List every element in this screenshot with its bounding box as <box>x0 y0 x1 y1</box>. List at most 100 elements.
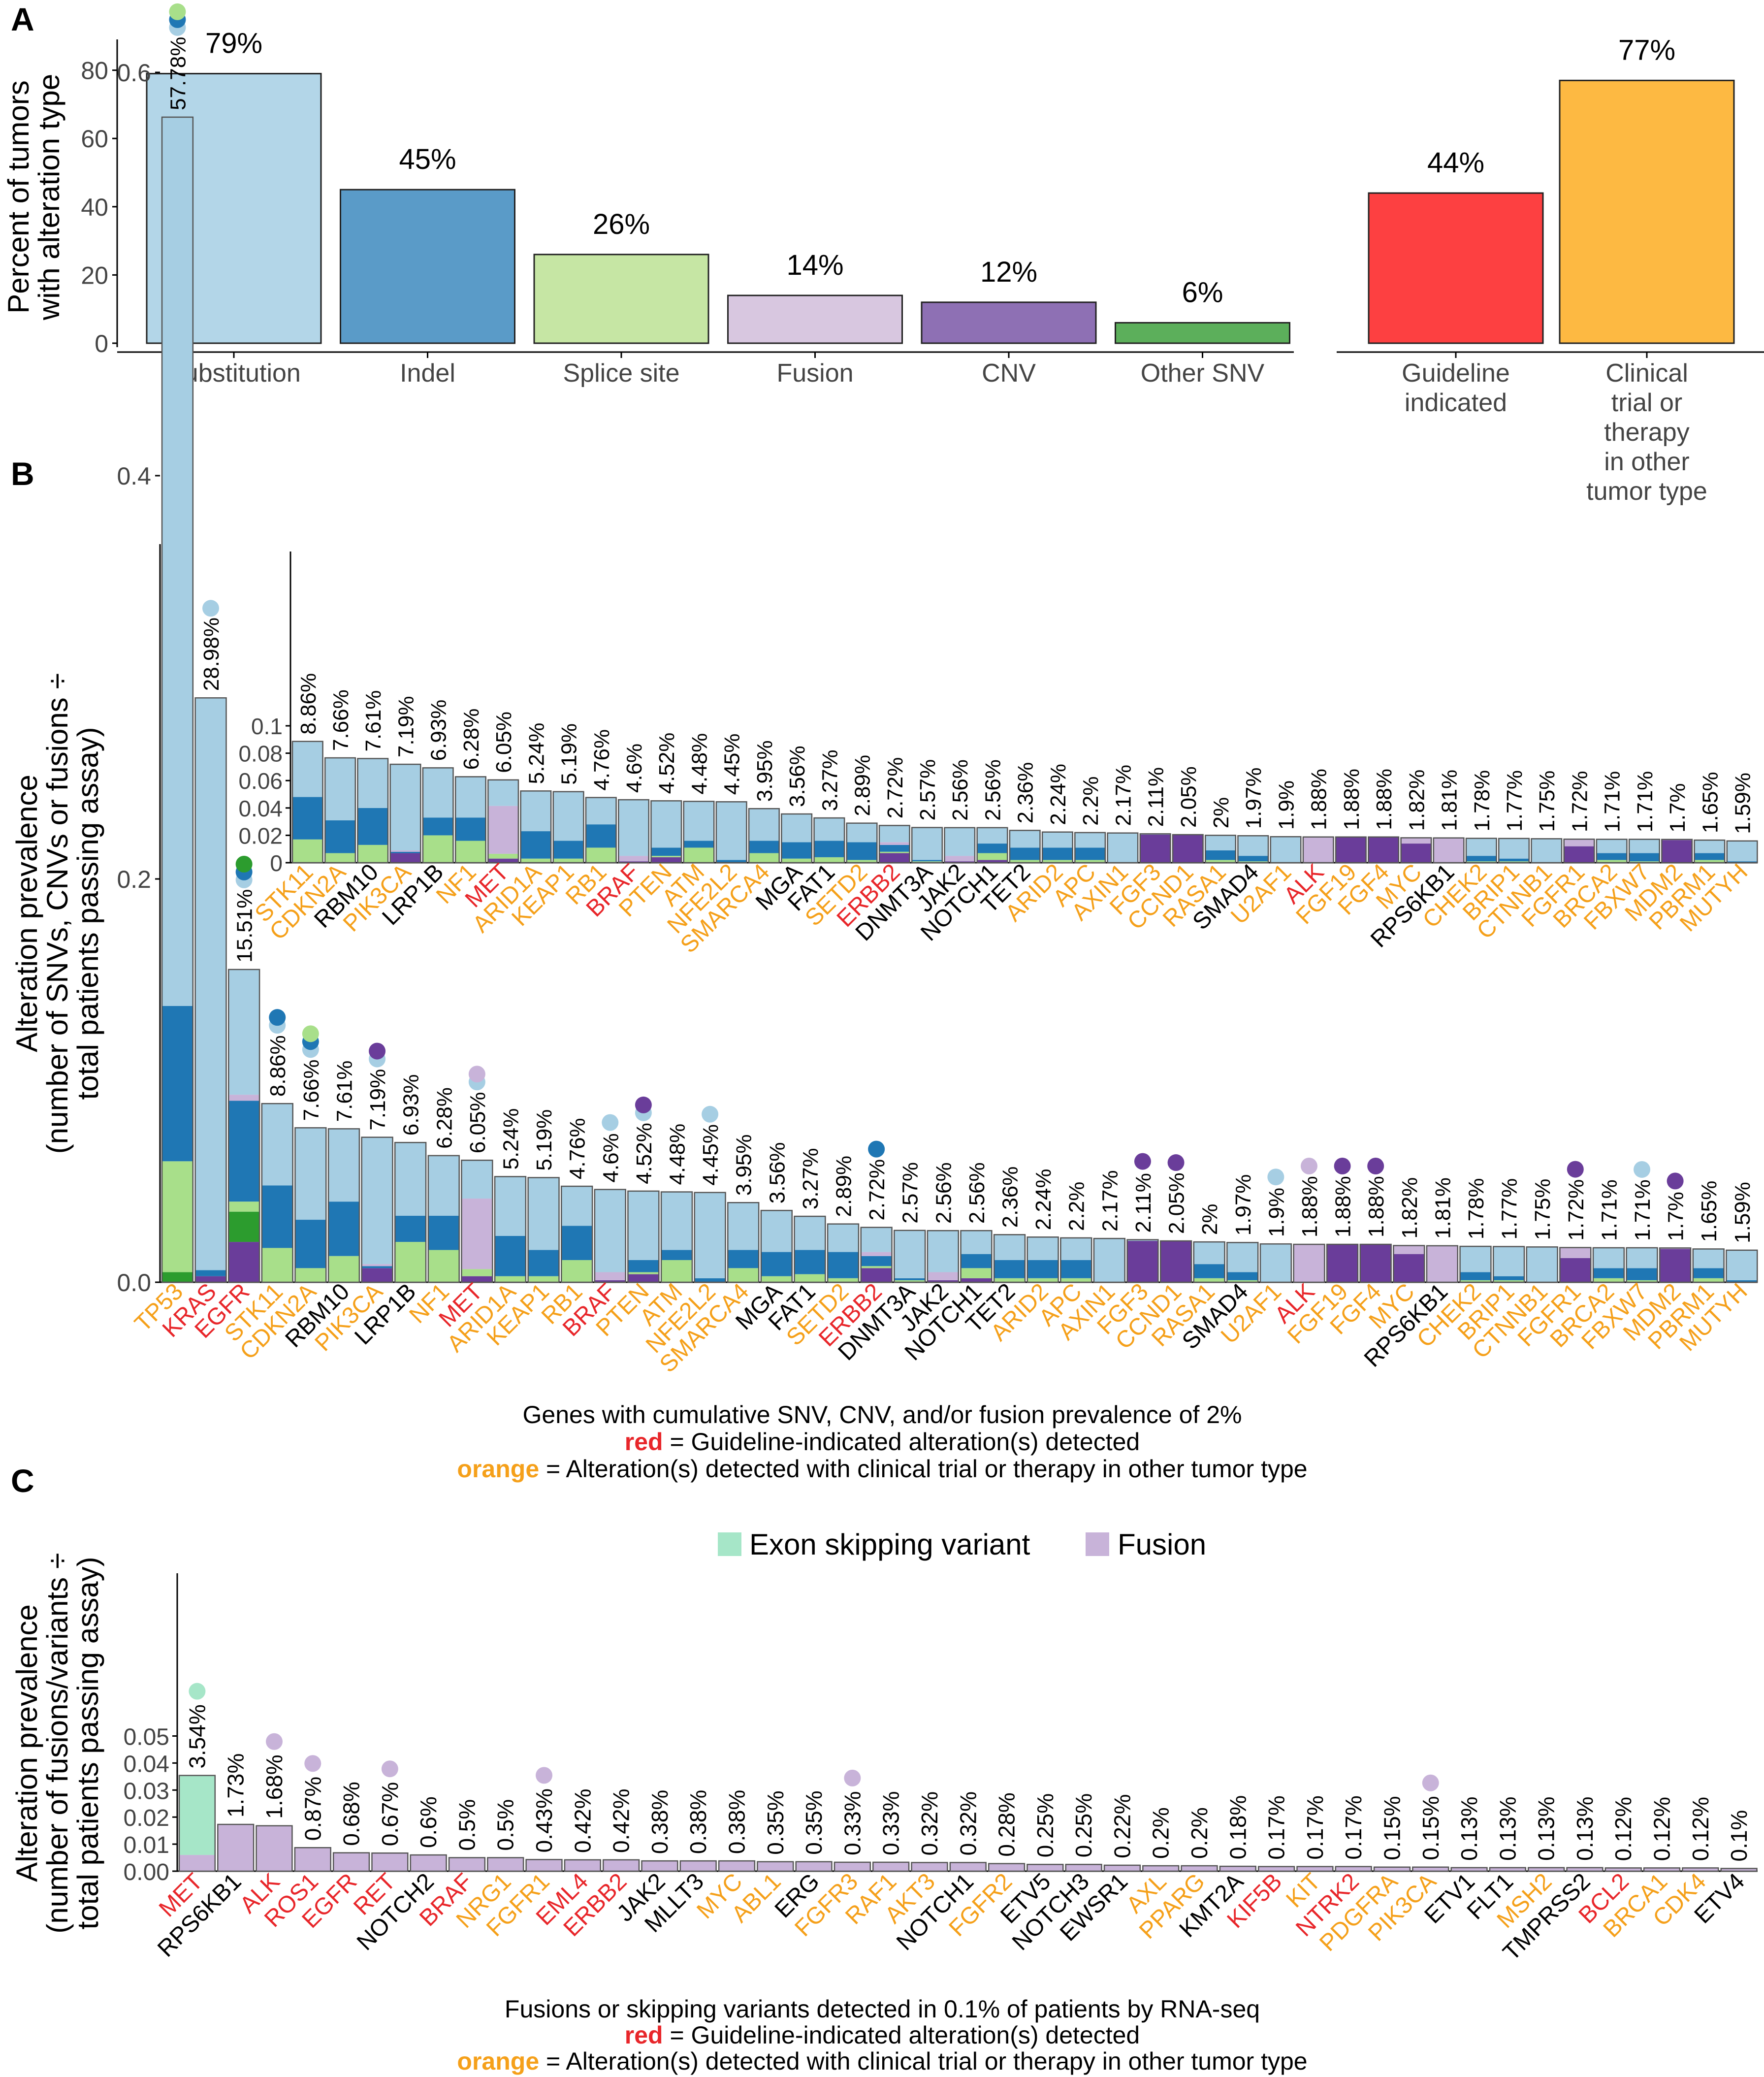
inset-data-label: 4.76% <box>590 729 614 791</box>
inset-bar-arid1a-splice <box>520 858 551 863</box>
data-label: 1.78% <box>1464 1178 1488 1239</box>
inset-data-label: 4.45% <box>720 734 744 795</box>
inset-data-label: 7.66% <box>329 689 353 751</box>
data-label: 0.67% <box>377 1782 403 1846</box>
inset-bar-braf-outline <box>617 799 650 864</box>
inset-data-label: 2.17% <box>1111 765 1135 826</box>
inset-bar-fat1-indel <box>814 841 845 857</box>
bar-fgfr3-outline <box>834 1861 871 1872</box>
inset-bar-erbb2-cnv <box>879 853 910 863</box>
inset-bar-smarca4-outline <box>748 808 780 864</box>
bar-pik3ca-substitution <box>361 1137 393 1265</box>
data-label: 0.15% <box>1418 1796 1443 1860</box>
inset-bar-myc-cnv <box>1401 844 1432 863</box>
bar-nf1-substitution <box>428 1155 459 1216</box>
bar-cnv <box>921 301 1097 344</box>
bar-guideline-indicated <box>1368 192 1544 344</box>
bar-u2af1-outline <box>1259 1243 1292 1283</box>
bar-alk-outline <box>256 1825 293 1872</box>
data-label: 2.72% <box>865 1159 889 1221</box>
data-label: 0.18% <box>1225 1795 1251 1859</box>
data-label: 7.66% <box>299 1060 323 1121</box>
marker-dot-splice <box>302 1025 319 1042</box>
inset-bar-rasa1-indel <box>1205 850 1236 860</box>
inset-data-label: 1.82% <box>1405 770 1429 831</box>
inset-data-label: 2.2% <box>1079 777 1103 826</box>
legend-red-text: = Guideline-indicated alteration(s) dete… <box>663 2021 1140 2049</box>
bar-msh2-fusion <box>1528 1867 1565 1871</box>
inset-data-label: 1.88% <box>1307 769 1331 830</box>
bar-fgfr2-outline <box>988 1863 1026 1872</box>
bar-rbm10-substitution <box>328 1129 359 1202</box>
marker-dot-splice <box>169 3 186 20</box>
inset-bar-axin1-substitution <box>1107 833 1138 863</box>
data-label: 1.71% <box>1631 1179 1655 1241</box>
bar-jak2-substitution <box>927 1231 959 1272</box>
data-label: 0.32% <box>955 1791 981 1855</box>
bar-mga-splice <box>761 1276 792 1282</box>
data-label: 0.33% <box>839 1791 865 1855</box>
inset-bar-smad4-outline <box>1237 835 1269 864</box>
inset-bar-brip1-indel <box>1499 858 1529 862</box>
inset-data-label: 1.88% <box>1340 769 1364 830</box>
inset-bar-mutyh-outline <box>1726 840 1758 864</box>
inset-bar-arid2-outline <box>1041 831 1073 864</box>
data-label: 77% <box>1618 34 1675 66</box>
bar-axin1-outline <box>1093 1237 1126 1283</box>
y-tick-label: 0.03 <box>124 1778 169 1804</box>
y-axis-label: Alteration prevalence(number of SNVs, CN… <box>10 673 104 1154</box>
inset-bar-jak2-fusion <box>944 856 975 862</box>
marker-dot-cnv <box>1334 1158 1351 1175</box>
x-tick-label: Clinical <box>1605 359 1688 388</box>
inset-data-label: 2.56% <box>948 759 972 821</box>
data-label: 4.6% <box>599 1133 623 1182</box>
bar-etv1-fusion <box>1451 1867 1487 1871</box>
data-label: 8.86% <box>266 1035 290 1097</box>
inset-bar-rasa1-substitution <box>1205 835 1236 850</box>
bar-atm-outline <box>660 1191 693 1283</box>
bar-lrp1b-indel <box>395 1215 426 1242</box>
data-label: 3.27% <box>799 1148 823 1209</box>
y-axis-label-line: (number of SNVs, CNVs or fusions ÷ <box>41 673 74 1154</box>
bar-cdkn2a-outline <box>294 1127 327 1283</box>
bar-keap1-outline <box>527 1177 560 1283</box>
inset-bar-ccnd1-outline <box>1172 834 1204 864</box>
inset-bar-smad4-substitution <box>1238 836 1269 856</box>
bar-fbxw7-splice <box>1626 1280 1658 1282</box>
bar-pik3ca-fusion <box>361 1264 393 1266</box>
data-label: 0.13% <box>1456 1796 1482 1860</box>
bar-setd2-indel <box>828 1252 859 1278</box>
inset-bar-rbm10-splice <box>357 844 388 863</box>
data-label: 0.42% <box>609 1789 634 1853</box>
legend-swatch-fusion <box>1086 1532 1109 1556</box>
bar-arid2-indel <box>1027 1260 1058 1278</box>
bar-rps6kb1-outline <box>217 1823 255 1872</box>
data-label: 5.24% <box>499 1108 523 1170</box>
data-label: 2.11% <box>1131 1173 1155 1233</box>
y-tick-label: 0.04 <box>124 1751 169 1777</box>
bar-rps6kb1-outline <box>1426 1245 1459 1283</box>
bar-mga-substitution <box>761 1210 792 1252</box>
inset-bar-notch1-substitution <box>977 827 1008 844</box>
x-tick-label: in other <box>1604 448 1689 476</box>
marker-dot-cnv <box>1367 1158 1384 1175</box>
inset-bar-lrp1b-outline <box>422 767 454 864</box>
inset-data-label: 2.11% <box>1144 767 1168 827</box>
inset-data-label: 4.48% <box>687 733 711 795</box>
data-label: 44% <box>1427 147 1484 179</box>
bar-dnmt3a-outline <box>894 1230 926 1283</box>
inset-bar-notch1-outline <box>976 827 1008 864</box>
inset-bar-myc-fusion <box>1401 838 1432 844</box>
bar-erg-outline <box>795 1861 833 1872</box>
inset-bar-tet2-indel <box>1009 847 1040 860</box>
panel-letter: C <box>11 1462 34 1499</box>
bar-etv4-fusion <box>1721 1868 1757 1871</box>
bar-keap1-splice <box>528 1276 559 1282</box>
bar-abl1-outline <box>757 1861 794 1872</box>
inset-data-label: 2.24% <box>1046 764 1070 825</box>
bar-rb1-splice <box>561 1260 593 1282</box>
inset-data-label: 1.71% <box>1633 771 1657 833</box>
data-label: 1.68% <box>261 1754 287 1818</box>
inset-bar-met-outline <box>487 779 519 864</box>
bar-erbb2-indel <box>861 1256 892 1266</box>
